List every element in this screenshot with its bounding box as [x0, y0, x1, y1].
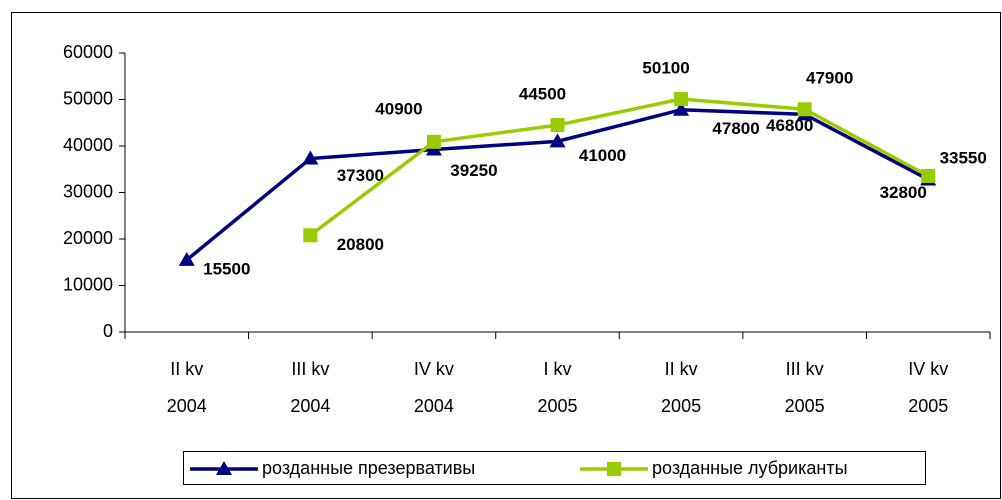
data-label: 41000 — [579, 146, 626, 165]
marker — [921, 168, 936, 183]
marker — [797, 102, 812, 117]
y-tick-label: 40000 — [63, 135, 113, 155]
marker — [178, 251, 195, 266]
chart-border — [11, 12, 1001, 499]
marker — [549, 133, 566, 148]
x-tick-label: 2004 — [290, 396, 330, 416]
marker — [302, 150, 319, 165]
legend-label: розданные лубриканты — [652, 458, 848, 478]
x-tick-label: 2005 — [537, 396, 577, 416]
series-line — [309, 97, 930, 237]
x-tick-label: 2005 — [908, 396, 948, 416]
x-tick-label: II kv — [665, 359, 698, 379]
x-tick-label: III kv — [786, 359, 824, 379]
data-label: 47900 — [806, 69, 853, 88]
data-label: 47800 — [712, 119, 759, 138]
data-label: 32800 — [880, 183, 927, 202]
data-label: 50100 — [642, 59, 689, 78]
data-label: 39250 — [450, 161, 497, 180]
y-tick-label: 50000 — [63, 88, 113, 108]
data-label: 15500 — [203, 259, 250, 278]
marker — [426, 134, 441, 149]
legend-marker — [607, 462, 621, 476]
data-label: 33550 — [940, 148, 987, 167]
legend: розданные презервативы розданные лубрикан… — [183, 451, 926, 485]
y-tick-label: 0 — [103, 321, 113, 341]
y-tick-label: 10000 — [63, 274, 113, 294]
x-tick-label: IV kv — [908, 359, 948, 379]
x-tick-label: II kv — [170, 359, 203, 379]
y-tick-label: 20000 — [63, 228, 113, 248]
data-label: 46800 — [766, 116, 813, 135]
x-tick-label: 2004 — [414, 396, 454, 416]
legend-box — [183, 451, 926, 485]
marker — [674, 92, 689, 107]
x-tick-label: IV kv — [414, 359, 454, 379]
x-tick-label: 2005 — [661, 396, 701, 416]
marker — [303, 228, 318, 243]
y-tick-label: 30000 — [63, 181, 113, 201]
marker — [550, 118, 565, 133]
x-tick-label: I kv — [543, 359, 571, 379]
marker — [673, 101, 690, 116]
legend-marker — [216, 461, 232, 475]
data-label: 37300 — [337, 166, 384, 185]
legend-label: розданные презервативы — [262, 458, 475, 478]
x-tick-label: III kv — [291, 359, 329, 379]
data-label: 40900 — [375, 99, 422, 118]
x-tick-label: 2005 — [785, 396, 825, 416]
data-label: 20800 — [337, 235, 384, 254]
y-tick-label: 60000 — [63, 42, 113, 62]
x-tick-label: 2004 — [167, 396, 207, 416]
data-label: 44500 — [519, 85, 566, 104]
